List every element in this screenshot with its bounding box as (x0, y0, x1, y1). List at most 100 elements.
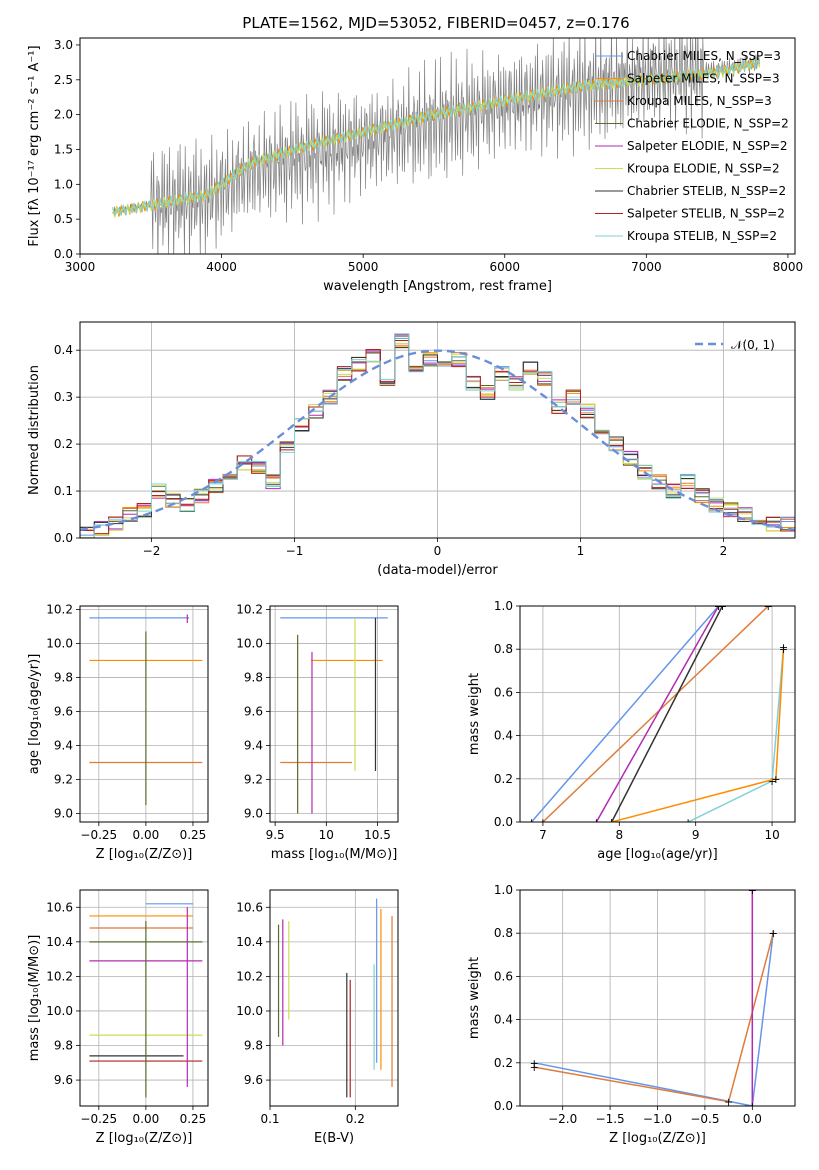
ytick-label-z-weight: 0.4 (494, 1013, 513, 1027)
xtick-label-age-weight: 8 (615, 828, 623, 842)
xtick-label-residuals: −1 (286, 544, 304, 558)
plots-group: Chabrier MILES, N_SSP=3 Salpeter MILES, N… (27, 37, 803, 1146)
data-spectrum-line (112, 38, 760, 254)
ytick-label-spectrum: 2.0 (54, 108, 73, 122)
series-marker-5-0: + (607, 816, 616, 829)
plot-area-z-weight: ++++++++ (530, 890, 778, 1113)
xtick-label-z-age: 0.00 (133, 828, 160, 842)
series-line-3 (611, 606, 724, 822)
xaxis-label-z-weight: Z [log₁₀(Z/Z⊙)] (609, 1131, 706, 1146)
ytick-label-z-mass: 10.0 (46, 1004, 73, 1018)
legend-label-7: Salpeter STELIB, N_SSP=2 (627, 207, 785, 221)
series-marker-4-2: + (779, 641, 788, 654)
axes-frame-z-age (79, 605, 209, 823)
xtick-label-spectrum: 3000 (65, 260, 96, 274)
series-line-5 (611, 649, 785, 822)
ytick-label-z-age: 10.2 (46, 602, 73, 616)
xaxis-label-age-weight: age [log₁₀(age/yr)] (597, 847, 718, 862)
series-marker-1-2: + (769, 927, 778, 940)
plot-area-ebv-mass (277, 898, 393, 1098)
ytick-label-mass-age: 9.0 (244, 806, 263, 820)
axes-frame-age-weight (519, 605, 796, 823)
legend-label-normal: 𝒩(0, 1) (731, 338, 775, 352)
xtick-label-z-mass: 0.25 (180, 1112, 207, 1126)
ytick-label-age-weight: 0.8 (494, 642, 513, 656)
histogram-series-8 (80, 333, 795, 538)
ytick-label-z-age: 9.8 (54, 670, 73, 684)
series-marker-0-0: + (530, 1057, 539, 1070)
axes-ebv-mass: 0.1 0.2 9.6 9.8 10.0 10.2 10.4 10.6 E(B-V) (236, 889, 399, 1146)
series-marker-4-1: + (767, 775, 776, 788)
plot-area-z-age (89, 614, 203, 805)
ytick-label-z-age: 9.0 (54, 806, 73, 820)
series-line-2 (595, 606, 720, 822)
series-marker-5-2: + (779, 643, 788, 656)
ytick-label-mass-age: 9.2 (244, 772, 263, 786)
ytick-label-z-weight: 0.2 (494, 1056, 513, 1070)
yaxis-label-z-mass: mass [log₁₀(M/M⊙)] (27, 935, 42, 1062)
xaxis-label-z-age: Z [log₁₀(Z/Z⊙)] (96, 847, 193, 862)
ytick-label-z-weight: 0.0 (494, 1099, 513, 1113)
xtick-label-residuals: −2 (143, 544, 161, 558)
xaxis-label-spectrum: wavelength [Angstrom, rest frame] (323, 279, 552, 294)
xtick-label-z-mass: −0.25 (80, 1112, 117, 1126)
legend-label-6: Chabrier STELIB, N_SSP=2 (627, 184, 786, 198)
yaxis-label-age-weight: mass weight (467, 673, 482, 755)
ytick-label-spectrum: 3.0 (54, 38, 73, 52)
axes-age-weight: ++++++++++++++7 8 9 10 0.0 0.2 0.4 0.6 0.8 1.0 age… (467, 599, 796, 862)
series-line-1 (534, 933, 774, 1103)
ytick-label-ebv-mass: 10.6 (236, 900, 263, 914)
xtick-label-age-weight: 9 (692, 828, 700, 842)
model-line-0 (112, 59, 761, 217)
ytick-label-age-weight: 0.4 (494, 729, 513, 743)
xtick-label-z-mass: 0.00 (133, 1112, 160, 1126)
xtick-label-ebv-mass: 0.1 (260, 1112, 279, 1126)
ytick-label-ebv-mass: 10.0 (236, 1004, 263, 1018)
ytick-label-z-age: 9.2 (54, 772, 73, 786)
series-marker-3-1: + (718, 600, 727, 613)
xtick-label-residuals: 2 (720, 544, 728, 558)
series-line-4 (687, 646, 785, 822)
ytick-label-spectrum: 1.0 (54, 177, 73, 191)
ytick-label-age-weight: 1.0 (494, 599, 513, 613)
xtick-label-ebv-mass: 0.2 (346, 1112, 365, 1126)
series-marker-2-0: + (748, 1100, 757, 1113)
xtick-label-z-weight: −2.0 (548, 1112, 577, 1126)
xaxis-label-ebv-mass: E(B-V) (314, 1131, 354, 1146)
series-marker-0-1: + (714, 600, 723, 613)
series-marker-3-0: + (607, 816, 616, 829)
xtick-label-z-age: 0.25 (180, 828, 207, 842)
series-marker-4-0: + (683, 816, 692, 829)
ytick-label-residuals: 0.3 (54, 390, 73, 404)
axes-z-mass: −0.25 0.00 0.25 9.6 9.8 10.0 10.2 10.4 10.6 Z [lo… (27, 889, 209, 1146)
yaxis-label-spectrum: Flux [fλ 10⁻¹⁷ erg cm⁻² s⁻¹ A⁻¹] (27, 45, 42, 246)
ytick-label-z-mass: 10.6 (46, 900, 73, 914)
plot-area-residuals (80, 333, 795, 538)
axes-spectrum: Chabrier MILES, N_SSP=3 Salpeter MILES, N… (27, 37, 803, 294)
ytick-label-z-age: 9.6 (54, 704, 73, 718)
legend-label-0: Chabrier MILES, N_SSP=3 (627, 49, 781, 63)
ytick-label-age-weight: 0.6 (494, 685, 513, 699)
xtick-label-spectrum: 7000 (631, 260, 662, 274)
ytick-label-z-mass: 10.4 (46, 935, 73, 949)
series-marker-1-1: + (764, 600, 773, 613)
ytick-label-mass-age: 10.2 (236, 602, 263, 616)
normal-curve (80, 349, 795, 531)
xtick-label-z-weight: −0.5 (690, 1112, 719, 1126)
ytick-label-z-age: 10.0 (46, 636, 73, 650)
xtick-label-mass-age: 9.5 (266, 828, 285, 842)
ytick-label-z-age: 9.4 (54, 738, 73, 752)
ytick-label-spectrum: 1.5 (54, 142, 73, 156)
ytick-label-spectrum: 2.5 (54, 73, 73, 87)
ytick-label-spectrum: 0.5 (54, 212, 73, 226)
plot-area-z-mass (89, 903, 203, 1098)
ytick-label-residuals: 0.0 (54, 531, 73, 545)
plot-area-spectrum (112, 38, 761, 254)
xtick-label-age-weight: 7 (539, 828, 547, 842)
ytick-label-mass-age: 9.6 (244, 704, 263, 718)
series-marker-5-1: + (771, 773, 780, 786)
xtick-label-mass-age: 10.5 (364, 828, 391, 842)
legend-label-3: Chabrier ELODIE, N_SSP=2 (627, 117, 789, 131)
series-marker-1-0: + (530, 1061, 539, 1074)
ytick-label-spectrum: 0.0 (54, 247, 73, 261)
